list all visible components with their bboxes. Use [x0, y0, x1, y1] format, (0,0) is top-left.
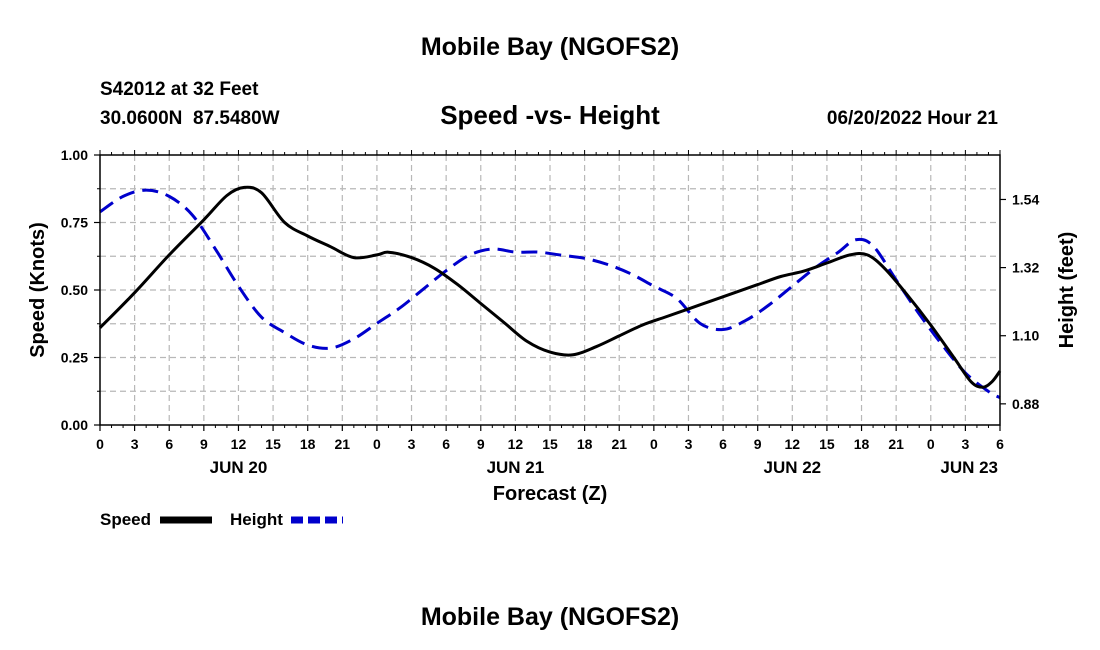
- y-right-tick-label: 1.32: [1012, 260, 1039, 276]
- coordinates-label: 30.0600N 87.5480W: [100, 108, 280, 129]
- x-tick-label: 18: [300, 436, 316, 452]
- footer-title: Mobile Bay (NGOFS2): [421, 603, 679, 631]
- x-tick-label: 6: [442, 436, 450, 452]
- y-right-tick-label: 1.10: [1012, 328, 1039, 344]
- x-tick-label: 9: [477, 436, 485, 452]
- day-label: JUN 20: [210, 458, 268, 477]
- x-tick-label: 21: [888, 436, 904, 452]
- x-tick-label: 0: [373, 436, 381, 452]
- y-left-tick-label: 1.00: [61, 147, 88, 163]
- x-tick-label: 0: [927, 436, 935, 452]
- x-tick-label: 12: [785, 436, 801, 452]
- x-tick-label: 9: [200, 436, 208, 452]
- day-label: JUN 22: [763, 458, 821, 477]
- x-tick-label: 15: [265, 436, 281, 452]
- y-left-tick-label: 0.25: [61, 350, 88, 366]
- grid: [100, 155, 1000, 425]
- y-left-tick-label: 0.75: [61, 215, 88, 231]
- plot-series: [98, 185, 1002, 400]
- station-label: S42012 at 32 Feet: [100, 79, 259, 100]
- x-tick-label: 0: [650, 436, 658, 452]
- x-tick-label: 12: [508, 436, 524, 452]
- x-tick-label: 3: [685, 436, 693, 452]
- x-tick-label: 21: [335, 436, 351, 452]
- x-tick-label: 3: [961, 436, 969, 452]
- x-tick-label: 0: [96, 436, 104, 452]
- axes: 0 3 6 9 12 15 18 21 0 3 6 9 12 15 18 21 0 3 6 9 12 15 18 21 0 3 6 J…: [61, 147, 1040, 477]
- chart-subtitle: Speed -vs- Height: [440, 100, 660, 130]
- series-height-line: [99, 188, 1001, 400]
- x-tick-label: 6: [165, 436, 173, 452]
- y-right-tick-label: 0.88: [1012, 396, 1039, 412]
- date-label: 06/20/2022 Hour 21: [827, 108, 999, 129]
- x-tick-label: 18: [577, 436, 593, 452]
- x-axis-title: Forecast (Z): [493, 483, 607, 505]
- x-tick-label: 6: [719, 436, 727, 452]
- day-label: JUN 23: [940, 458, 998, 477]
- x-tick-label: 21: [611, 436, 627, 452]
- x-tick-label: 6: [996, 436, 1004, 452]
- x-tick-label: 3: [131, 436, 139, 452]
- x-tick-label: 15: [819, 436, 835, 452]
- day-label: JUN 21: [487, 458, 545, 477]
- x-tick-label: 9: [754, 436, 762, 452]
- legend-speed-label: Speed: [100, 510, 151, 529]
- y-right-tick-label: 1.54: [1012, 191, 1039, 207]
- y-left-tick-label: 0.00: [61, 417, 88, 433]
- x-tick-label: 15: [542, 436, 558, 452]
- y-left-tick-label: 0.50: [61, 282, 88, 298]
- x-tick-label: 12: [231, 436, 247, 452]
- legend-height-label: Height: [230, 510, 283, 529]
- x-tick-label: 3: [408, 436, 416, 452]
- y-axis-title-right: Height (feet): [1056, 232, 1078, 349]
- chart-title: Mobile Bay (NGOFS2): [421, 33, 679, 61]
- y-axis-title-left: Speed (Knots): [27, 222, 49, 358]
- series-speed-line: [98, 185, 1002, 389]
- legend: Speed Height: [100, 510, 343, 529]
- x-tick-label: 18: [854, 436, 870, 452]
